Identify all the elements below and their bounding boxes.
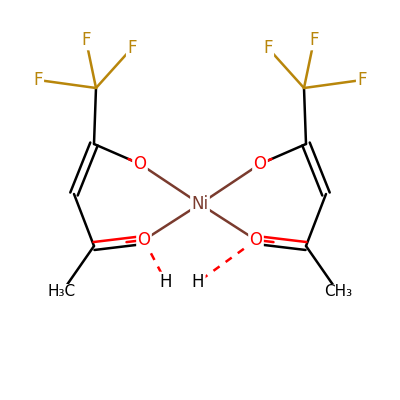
Text: H₃C: H₃C [48,284,76,300]
Text: H: H [160,273,172,291]
Text: F: F [263,39,273,57]
Text: O: O [250,231,262,249]
Text: H: H [192,273,204,291]
Text: Ni: Ni [192,195,208,213]
Text: F: F [357,71,367,89]
Text: O: O [134,155,146,173]
Text: O: O [138,231,150,249]
Text: CH₃: CH₃ [324,284,352,300]
Text: F: F [127,39,137,57]
Text: F: F [309,31,319,49]
Text: O: O [254,155,266,173]
Text: F: F [33,71,43,89]
Text: F: F [81,31,91,49]
